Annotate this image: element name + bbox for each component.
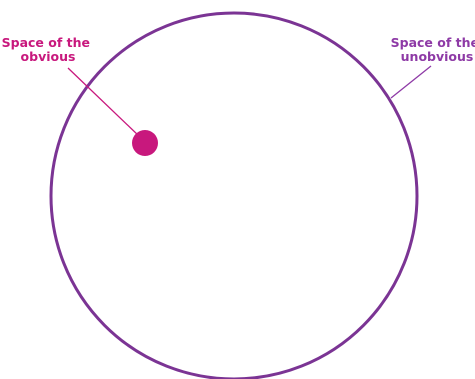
unobvious-label: Space of the unobvious — [391, 35, 475, 64]
unobvious-label-line-1: Space of the — [391, 35, 475, 50]
obvious-label-line-2: obvious — [21, 49, 76, 64]
obvious-label: Space of the obvious — [2, 35, 95, 64]
unobvious-label-line-2: unobvious — [401, 49, 474, 64]
obvious-leader-line — [67, 67, 140, 137]
obvious-label-line-1: Space of the — [2, 35, 90, 50]
unobvious-leader-line — [390, 65, 432, 99]
obvious-space-dot — [132, 130, 158, 156]
unobvious-space-circle — [49, 11, 419, 379]
